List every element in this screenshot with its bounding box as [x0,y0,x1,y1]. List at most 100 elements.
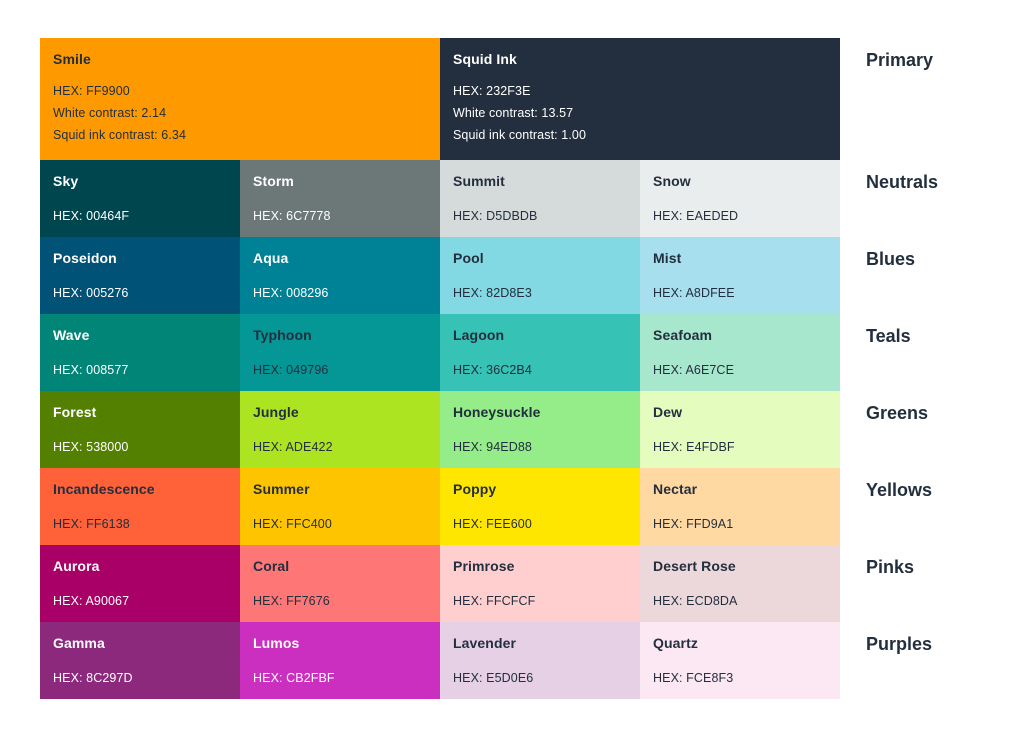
swatch-hex: HEX: FF7676 [253,594,330,608]
swatch-name: Summit [453,173,505,189]
swatch-name: Aqua [253,250,289,266]
category-label-pinks: Pinks [866,557,915,577]
swatch-name: Incandescence [53,481,155,497]
category-label-yellows: Yellows [866,480,933,500]
swatch-name: Smile [53,51,91,67]
swatch-hex: HEX: A90067 [53,594,130,608]
swatch-hex: HEX: FF6138 [53,517,130,531]
swatch-name: Primrose [453,558,515,574]
swatch-hex: HEX: 82D8E3 [453,286,532,300]
swatch-hex: HEX: 005276 [53,286,129,300]
swatch-poppy: Poppy HEX: FEE600 [440,468,640,545]
swatch-sky: Sky HEX: 00464F [40,160,240,237]
swatch-hex: HEX: 00464F [53,209,130,223]
swatch-name: Poppy [453,481,497,497]
swatch-hex: HEX: ECD8DA [653,594,738,608]
swatch-hex: HEX: 538000 [53,440,129,454]
swatch-wave: Wave HEX: 008577 [40,314,240,391]
swatch-hex: HEX: 008296 [253,286,329,300]
swatch-lumos: Lumos HEX: CB2FBF [240,622,440,699]
palette-row-cells: Forest HEX: 538000 Jungle HEX: ADE422 Ho… [40,391,840,468]
swatch-squid-contrast: Squid ink contrast: 1.00 [453,128,587,142]
swatch-meta: HEX: 232F3E White contrast: 13.57 Squid … [453,80,824,146]
swatch-hex: HEX: FFCFCF [453,594,536,608]
category-label-teals: Teals [866,326,911,346]
swatch-hex: HEX: FFC400 [253,517,332,531]
swatch-hex: HEX: 6C7778 [253,209,331,223]
swatch-forest: Forest HEX: 538000 [40,391,240,468]
swatch-primrose: Primrose HEX: FFCFCF [440,545,640,622]
palette-row-neutrals: Sky HEX: 00464F Storm HEX: 6C7778 Summit… [40,160,1020,237]
category-label-purples: Purples [866,634,933,654]
swatch-hex: HEX: D5DBDB [453,209,538,223]
swatch-name: Quartz [653,635,698,651]
swatch-smile: Smile HEX: FF9900 White contrast: 2.14 S… [40,38,440,160]
palette-row-cells: Sky HEX: 00464F Storm HEX: 6C7778 Summit… [40,160,840,237]
swatch-name: Desert Rose [653,558,736,574]
palette-row-cells: Aurora HEX: A90067 Coral HEX: FF7676 Pri… [40,545,840,622]
swatch-name: Pool [453,250,484,266]
swatch-name: Dew [653,404,683,420]
swatch-seafoam: Seafoam HEX: A6E7CE [640,314,840,391]
palette-row-cells: Gamma HEX: 8C297D Lumos HEX: CB2FBF Lave… [40,622,840,699]
palette-row-purples: Gamma HEX: 8C297D Lumos HEX: CB2FBF Lave… [40,622,1020,699]
swatch-name: Storm [253,173,294,189]
palette-row-teals: Wave HEX: 008577 Typhoon HEX: 049796 Lag… [40,314,1020,391]
swatch-hex: HEX: 8C297D [53,671,133,685]
category-label-primary: Primary [866,50,934,70]
swatch-hex: HEX: 94ED88 [453,440,532,454]
swatch-hex: HEX: E4FDBF [653,440,735,454]
swatch-white-contrast: White contrast: 2.14 [53,106,167,120]
swatch-lagoon: Lagoon HEX: 36C2B4 [440,314,640,391]
swatch-name: Gamma [53,635,105,651]
palette-row-pinks: Aurora HEX: A90067 Coral HEX: FF7676 Pri… [40,545,1020,622]
swatch-name: Sky [53,173,79,189]
swatch-name: Poseidon [53,250,117,266]
swatch-hex: HEX: FF9900 [53,84,130,98]
palette-row-cells: Wave HEX: 008577 Typhoon HEX: 049796 Lag… [40,314,840,391]
swatch-hex: HEX: A6E7CE [653,363,735,377]
palette-row-cells: Incandescence HEX: FF6138 Summer HEX: FF… [40,468,840,545]
palette-row-yellows: Incandescence HEX: FF6138 Summer HEX: FF… [40,468,1020,545]
swatch-name: Forest [53,404,97,420]
swatch-hex: HEX: A8DFEE [653,286,735,300]
swatch-hex: HEX: CB2FBF [253,671,335,685]
swatch-lavender: Lavender HEX: E5D0E6 [440,622,640,699]
swatch-gamma: Gamma HEX: 8C297D [40,622,240,699]
swatch-hex: HEX: ADE422 [253,440,333,454]
swatch-hex: HEX: 36C2B4 [453,363,532,377]
swatch-poseidon: Poseidon HEX: 005276 [40,237,240,314]
swatch-incandescence: Incandescence HEX: FF6138 [40,468,240,545]
swatch-snow: Snow HEX: EAEDED [640,160,840,237]
swatch-hex: HEX: 049796 [253,363,329,377]
swatch-name: Squid Ink [453,51,517,67]
swatch-name: Mist [653,250,682,266]
swatch-squid-ink: Squid Ink HEX: 232F3E White contrast: 13… [440,38,840,160]
swatch-honeysuckle: Honeysuckle HEX: 94ED88 [440,391,640,468]
swatch-name: Typhoon [253,327,312,343]
swatch-meta: HEX: FF9900 White contrast: 2.14 Squid i… [53,80,424,146]
swatch-hex: HEX: 008577 [53,363,129,377]
swatch-storm: Storm HEX: 6C7778 [240,160,440,237]
swatch-jungle: Jungle HEX: ADE422 [240,391,440,468]
swatch-name: Coral [253,558,290,574]
swatch-name: Snow [653,173,691,189]
palette-row-cells: Poseidon HEX: 005276 Aqua HEX: 008296 Po… [40,237,840,314]
swatch-name: Honeysuckle [453,404,541,420]
swatch-name: Lavender [453,635,517,651]
swatch-name: Aurora [53,558,100,574]
swatch-name: Summer [253,481,310,497]
palette-row-cells: Smile HEX: FF9900 White contrast: 2.14 S… [40,38,840,160]
swatch-aurora: Aurora HEX: A90067 [40,545,240,622]
category-label-greens: Greens [866,403,929,423]
category-label-neutrals: Neutrals [866,172,939,192]
swatch-nectar: Nectar HEX: FFD9A1 [640,468,840,545]
swatch-name: Lagoon [453,327,505,343]
swatch-hex: HEX: FEE600 [453,517,532,531]
swatch-squid-contrast: Squid ink contrast: 6.34 [53,128,187,142]
swatch-summit: Summit HEX: D5DBDB [440,160,640,237]
color-palette: Smile HEX: FF9900 White contrast: 2.14 S… [40,38,1020,699]
swatch-dew: Dew HEX: E4FDBF [640,391,840,468]
swatch-hex: HEX: 232F3E [453,84,531,98]
swatch-quartz: Quartz HEX: FCE8F3 [640,622,840,699]
